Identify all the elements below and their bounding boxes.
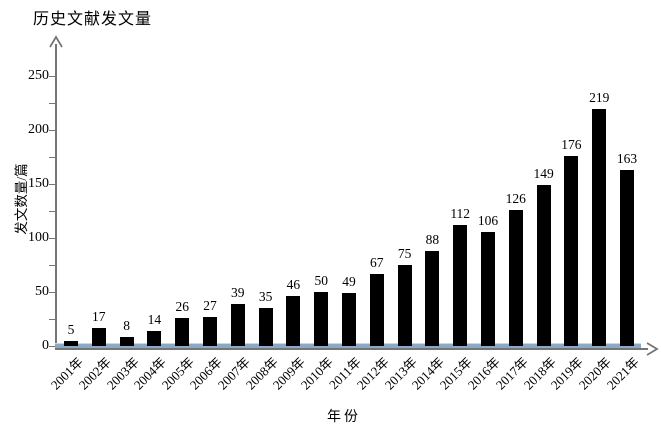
bar xyxy=(175,317,190,346)
bar-value-label: 88 xyxy=(425,231,440,247)
bar-value-label: 67 xyxy=(370,254,384,270)
y-tick-label: 250 xyxy=(28,68,49,83)
bar xyxy=(620,169,634,346)
y-tick-mark xyxy=(49,156,55,158)
bar-value-label: 112 xyxy=(450,206,471,222)
bar xyxy=(536,185,551,346)
bar xyxy=(119,337,134,346)
y-tick-mark xyxy=(49,75,55,77)
x-axis-line xyxy=(55,348,648,350)
bar xyxy=(425,250,440,346)
bar-value-label: 163 xyxy=(616,150,638,166)
bar xyxy=(564,155,579,346)
y-tick-mark xyxy=(49,210,55,212)
bar xyxy=(397,265,412,346)
bar-value-label: 8 xyxy=(123,318,130,334)
y-tick-label: 150 xyxy=(28,176,49,191)
bar xyxy=(314,292,329,346)
bar xyxy=(453,225,468,346)
y-tick-label: 0 xyxy=(42,338,49,353)
bar xyxy=(286,296,301,346)
y-axis-line xyxy=(55,44,57,349)
bar-value-label: 5 xyxy=(67,321,75,337)
bar xyxy=(369,273,384,346)
y-tick-label: 100 xyxy=(28,230,49,245)
y-axis-arrow-icon xyxy=(49,35,63,48)
y-tick-mark xyxy=(49,345,55,347)
bar-value-label: 35 xyxy=(258,289,273,305)
y-tick-label: 50 xyxy=(35,284,49,299)
y-tick-mark xyxy=(49,264,55,266)
bar-value-label: 50 xyxy=(314,273,328,288)
bar xyxy=(342,293,356,346)
y-tick-mark xyxy=(49,291,55,293)
x-axis-arrow-icon xyxy=(646,342,659,356)
bar-value-label: 27 xyxy=(203,297,217,313)
bar xyxy=(203,316,217,346)
x-axis-title: 年份 xyxy=(327,410,361,425)
bar xyxy=(481,231,495,346)
bar-value-label: 26 xyxy=(175,298,189,314)
bar xyxy=(91,327,106,346)
bar xyxy=(147,330,162,346)
bar xyxy=(64,340,78,346)
y-axis-title: 发文数量/篇 xyxy=(14,163,29,235)
y-tick-mark xyxy=(49,318,55,320)
bar-value-label: 75 xyxy=(397,246,412,261)
bar-value-label: 46 xyxy=(286,277,301,293)
bar-value-label: 106 xyxy=(477,212,499,228)
bar-value-label: 126 xyxy=(505,190,526,206)
bar-value-label: 49 xyxy=(342,274,356,290)
bar-value-label: 17 xyxy=(92,308,106,324)
bar xyxy=(508,209,523,346)
bar-value-label: 14 xyxy=(147,311,162,327)
y-tick-mark xyxy=(49,129,55,131)
y-tick-mark xyxy=(49,237,55,239)
bar-value-label: 39 xyxy=(231,284,245,300)
bar-value-label: 176 xyxy=(561,136,582,152)
bar xyxy=(230,303,245,346)
y-tick-mark xyxy=(49,102,55,104)
bar xyxy=(592,109,607,346)
chart-title: 历史文献发文量 xyxy=(33,11,153,28)
y-tick-label: 200 xyxy=(28,122,49,137)
y-tick-mark xyxy=(49,183,55,185)
bar xyxy=(258,308,273,346)
bar-value-label: 149 xyxy=(533,166,554,182)
bar-value-label: 219 xyxy=(589,90,610,106)
